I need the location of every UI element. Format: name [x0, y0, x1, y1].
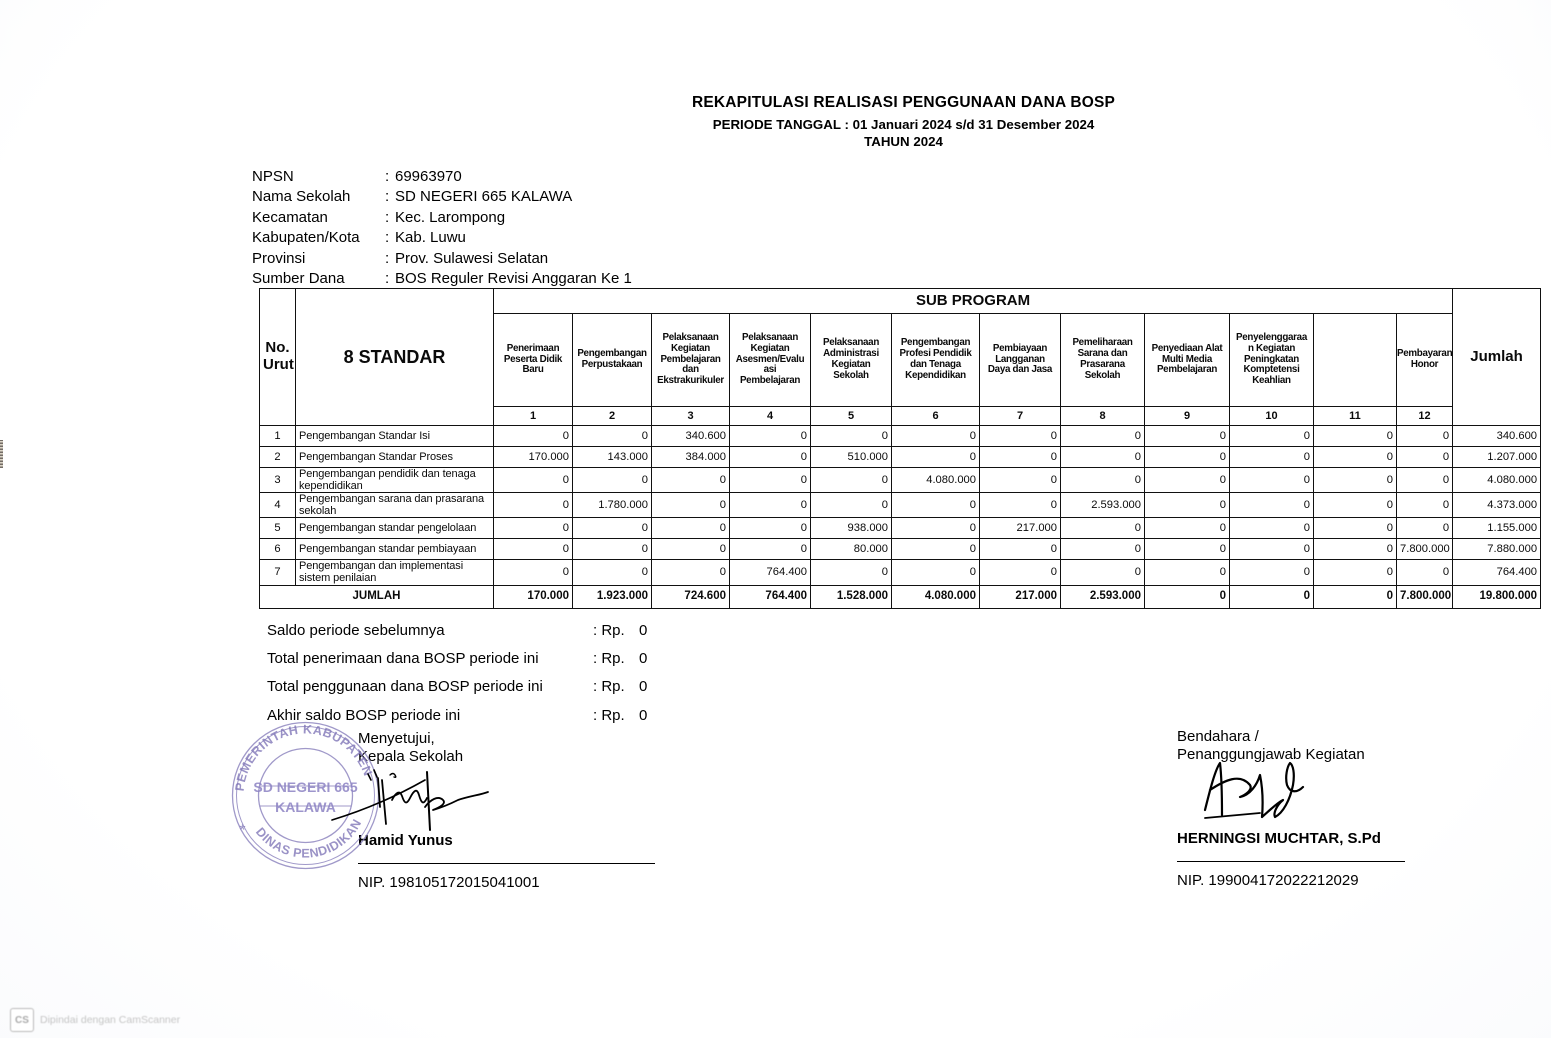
svg-text:KALAWA: KALAWA — [275, 799, 336, 815]
svg-text:*: * — [237, 823, 255, 835]
